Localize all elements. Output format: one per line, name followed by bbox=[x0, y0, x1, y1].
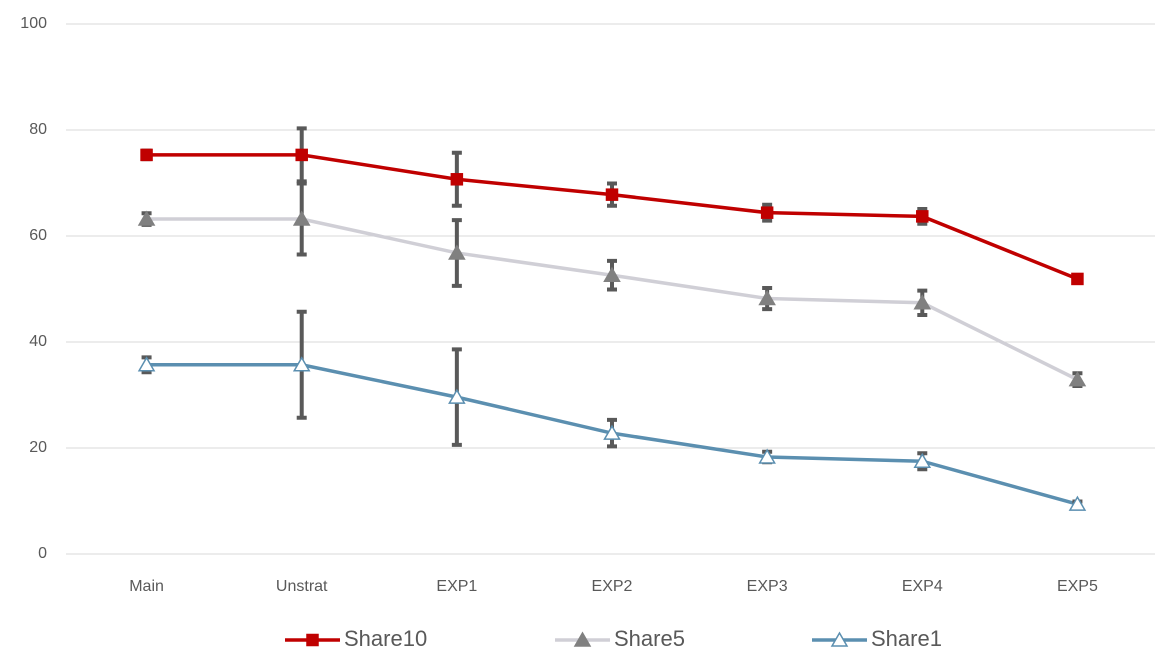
y-tick-label: 80 bbox=[29, 121, 47, 138]
x-tick-label: EXP5 bbox=[1057, 578, 1098, 595]
marker bbox=[758, 448, 776, 464]
x-tick-label: EXP4 bbox=[902, 578, 943, 595]
marker bbox=[603, 424, 621, 440]
marker bbox=[1068, 495, 1087, 511]
marker bbox=[448, 244, 466, 260]
x-tick-label: EXP2 bbox=[592, 578, 633, 595]
x-tick-label: Unstrat bbox=[276, 578, 328, 595]
x-tick-label: EXP3 bbox=[747, 578, 788, 595]
x-tick-label: EXP1 bbox=[436, 578, 477, 595]
marker bbox=[137, 210, 156, 226]
legend-marker bbox=[830, 631, 849, 647]
marker bbox=[1068, 371, 1087, 387]
legend-label: Share5 bbox=[614, 626, 685, 651]
marker bbox=[137, 356, 156, 372]
marker bbox=[140, 148, 153, 162]
y-tick-label: 20 bbox=[29, 439, 47, 456]
marker bbox=[450, 173, 464, 186]
marker bbox=[760, 206, 774, 219]
y-tick-label: 0 bbox=[38, 545, 47, 562]
legend-label: Share10 bbox=[344, 626, 427, 651]
series-line bbox=[146, 217, 1079, 382]
marker bbox=[292, 210, 311, 226]
marker bbox=[295, 148, 308, 162]
marker bbox=[913, 452, 932, 468]
marker bbox=[758, 290, 776, 306]
marker bbox=[292, 356, 311, 372]
marker bbox=[448, 388, 466, 404]
marker bbox=[603, 266, 621, 282]
marker bbox=[913, 294, 932, 310]
legend-marker bbox=[306, 633, 319, 647]
y-tick-label: 60 bbox=[29, 227, 47, 244]
x-tick-label: Main bbox=[129, 578, 164, 595]
marker bbox=[916, 210, 929, 223]
marker bbox=[605, 188, 619, 201]
legend-label: Share1 bbox=[871, 626, 942, 651]
y-tick-label: 40 bbox=[29, 333, 47, 350]
y-tick-label: 100 bbox=[20, 15, 47, 32]
marker bbox=[1071, 272, 1084, 286]
legend-marker bbox=[573, 631, 592, 647]
